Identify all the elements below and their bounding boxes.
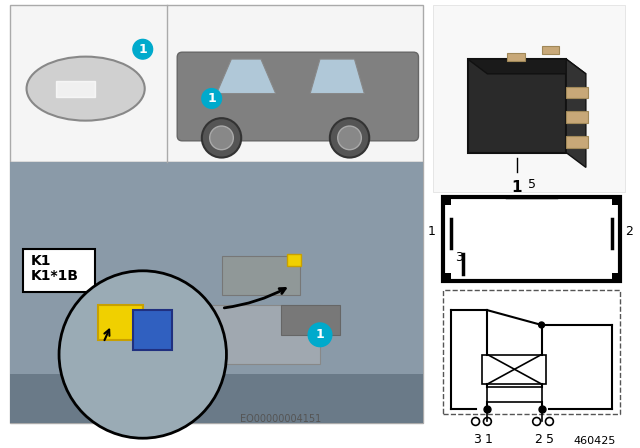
Text: 1: 1 — [512, 180, 522, 194]
Circle shape — [472, 418, 479, 426]
Text: 5: 5 — [528, 178, 536, 191]
Bar — [443, 273, 451, 280]
FancyBboxPatch shape — [177, 52, 419, 141]
Circle shape — [133, 39, 152, 59]
Circle shape — [545, 418, 554, 426]
Text: 3: 3 — [455, 250, 463, 263]
Circle shape — [338, 126, 362, 150]
Bar — [202, 305, 320, 364]
Text: K1: K1 — [31, 254, 51, 268]
Text: EO00000004151: EO00000004151 — [240, 414, 321, 423]
Bar — [280, 305, 340, 335]
Ellipse shape — [26, 56, 145, 121]
Bar — [566, 111, 588, 123]
Bar — [287, 254, 301, 266]
Bar — [443, 290, 620, 414]
Bar — [507, 53, 525, 61]
Text: 2: 2 — [534, 433, 541, 446]
Polygon shape — [566, 59, 586, 168]
Text: 1: 1 — [484, 433, 492, 446]
Circle shape — [330, 118, 369, 158]
Text: 2: 2 — [625, 225, 633, 238]
Bar — [99, 305, 143, 340]
Bar — [10, 374, 424, 423]
Circle shape — [202, 118, 241, 158]
Circle shape — [59, 271, 227, 438]
Bar — [133, 310, 172, 349]
Text: 3: 3 — [472, 433, 481, 446]
Polygon shape — [310, 59, 364, 94]
Circle shape — [202, 89, 221, 108]
Bar — [541, 46, 559, 54]
Text: 5: 5 — [547, 433, 554, 446]
Text: 1: 1 — [138, 43, 147, 56]
Bar — [443, 197, 451, 205]
Bar — [483, 354, 547, 384]
Text: 1: 1 — [428, 225, 435, 238]
Bar — [612, 273, 620, 280]
Circle shape — [308, 323, 332, 347]
Text: K1*1B: K1*1B — [31, 269, 79, 283]
Circle shape — [483, 418, 492, 426]
Text: 1: 1 — [316, 328, 324, 341]
Bar — [566, 136, 588, 148]
Bar — [221, 256, 300, 295]
Circle shape — [532, 418, 541, 426]
Bar — [566, 86, 588, 99]
Bar — [468, 59, 566, 153]
Circle shape — [210, 126, 234, 150]
Polygon shape — [468, 59, 586, 74]
Bar — [10, 5, 424, 163]
FancyBboxPatch shape — [22, 249, 95, 293]
Text: 460425: 460425 — [573, 436, 616, 446]
Bar — [433, 5, 625, 192]
Bar — [10, 163, 424, 423]
Polygon shape — [216, 59, 276, 94]
Bar — [443, 197, 620, 280]
Text: 1: 1 — [207, 92, 216, 105]
Circle shape — [539, 322, 545, 328]
Bar — [612, 197, 620, 205]
Bar — [488, 387, 541, 402]
Bar — [10, 163, 424, 423]
